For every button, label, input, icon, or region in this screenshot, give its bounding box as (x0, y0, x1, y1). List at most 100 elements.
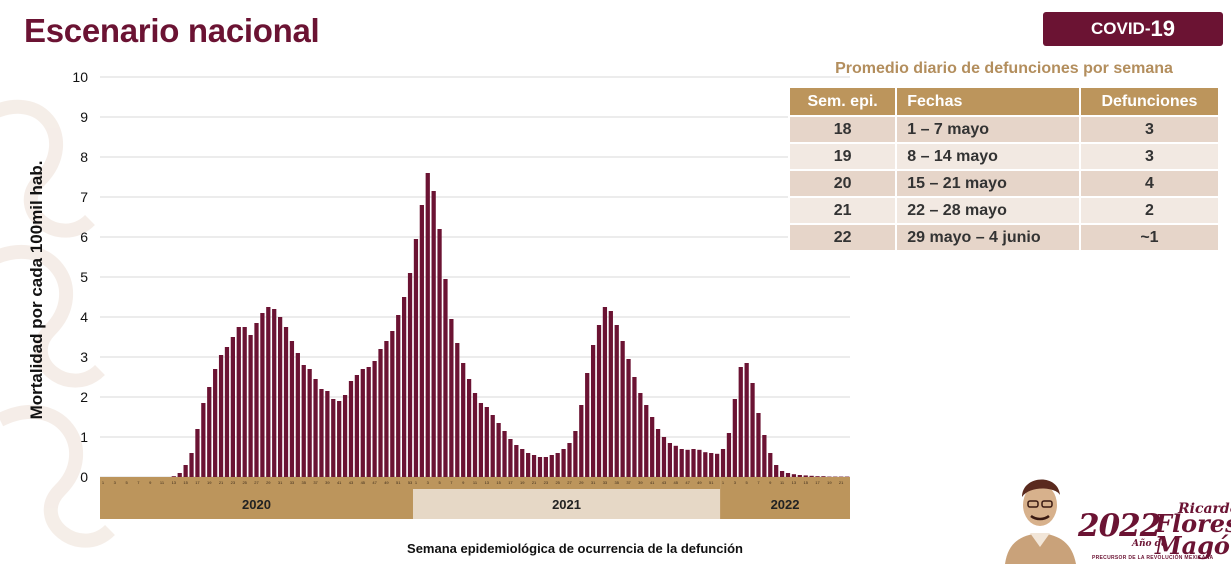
cell-dates: 29 mayo – 4 junio (895, 223, 1081, 252)
year-label: 2020 (242, 497, 271, 512)
bar (644, 405, 649, 477)
bar (797, 475, 802, 477)
bar (366, 367, 371, 477)
bar (372, 361, 377, 477)
x-tick-label: 27 (567, 480, 572, 485)
bar (207, 387, 212, 477)
x-tick-label: 43 (349, 480, 354, 485)
y-tick-label: 8 (80, 149, 88, 165)
covid-badge: COVID- 19 (1043, 12, 1223, 46)
bar (319, 389, 324, 477)
bar (360, 369, 365, 477)
y-tick-label: 1 (80, 429, 88, 445)
bar (254, 323, 259, 477)
bar (508, 439, 513, 477)
bar (260, 313, 265, 477)
bar (189, 453, 194, 477)
bar (661, 437, 667, 477)
header-dates: Fechas (895, 86, 1081, 117)
bar (218, 355, 224, 477)
x-tick-label: 13 (172, 480, 177, 485)
cell-dates: 22 – 28 mayo (895, 196, 1081, 225)
bar (673, 445, 678, 477)
bar (732, 399, 737, 477)
bar (791, 474, 797, 477)
x-tick-label: 51 (396, 480, 401, 485)
x-tick-label: 19 (207, 480, 212, 485)
x-tick-label: 41 (650, 480, 655, 485)
bar (502, 431, 507, 477)
x-tick-label: 13 (792, 480, 797, 485)
x-tick-label: 1 (102, 480, 105, 485)
y-tick-label: 5 (80, 269, 88, 285)
year-band (720, 489, 850, 519)
bar (195, 429, 200, 477)
x-tick-label: 37 (313, 480, 318, 485)
x-tick-label: 47 (372, 480, 377, 485)
x-tick-label: 17 (508, 480, 513, 485)
bar (774, 465, 779, 477)
week-strip (412, 477, 721, 489)
x-tick-label: 21 (839, 480, 844, 485)
year-band (412, 489, 721, 519)
bar (785, 473, 791, 477)
x-tick-label: 5 (438, 480, 441, 485)
bar (407, 273, 413, 477)
cell-week: 21 (787, 196, 898, 225)
bar (337, 401, 342, 477)
bar (437, 229, 442, 477)
bar (691, 449, 696, 477)
x-tick-label: 19 (520, 480, 525, 485)
bar (549, 455, 554, 477)
bar (449, 319, 454, 477)
x-tick-label: 11 (473, 480, 478, 485)
x-tick-label: 13 (485, 480, 490, 485)
y-tick-label: 3 (80, 349, 88, 365)
bar (384, 341, 389, 477)
bar (272, 309, 277, 477)
x-tick-label: 39 (325, 480, 330, 485)
bar (585, 373, 590, 477)
header-week: Sem. epi. (787, 86, 898, 117)
x-tick-label: 5 (125, 480, 128, 485)
bar (821, 476, 826, 477)
x-tick-label: 31 (591, 480, 596, 485)
x-tick-label: 51 (709, 480, 714, 485)
bar (803, 475, 808, 477)
bar (413, 239, 419, 477)
bar (348, 381, 354, 477)
x-tick-label: 41 (337, 480, 342, 485)
cell-week: 18 (787, 115, 898, 144)
bar (809, 475, 814, 477)
week-strip (720, 477, 850, 489)
bar (402, 297, 407, 477)
x-tick-label: 9 (769, 480, 772, 485)
x-tick-label: 33 (290, 480, 295, 485)
table-row: 18 1 – 7 mayo 3 (787, 115, 1221, 144)
cell-deaths: 3 (1078, 142, 1221, 171)
cell-dates: 8 – 14 mayo (895, 142, 1081, 171)
header-deaths: Defunciones (1078, 86, 1221, 117)
year-label: 2022 (771, 497, 800, 512)
bar (762, 435, 767, 477)
x-axis-label: Semana epidemiológica de ocurrencia de l… (407, 541, 743, 556)
cell-deaths: 4 (1078, 169, 1221, 198)
bar (461, 363, 466, 477)
bar (768, 453, 773, 477)
bar (248, 335, 253, 477)
bar (620, 341, 625, 477)
bar (614, 325, 619, 477)
bar (531, 455, 537, 477)
y-tick-label: 10 (72, 69, 88, 85)
bar (685, 449, 690, 477)
y-tick-label: 2 (80, 389, 88, 405)
x-tick-label: 45 (361, 480, 366, 485)
bar (443, 279, 448, 477)
bar (342, 395, 348, 477)
bar (354, 375, 360, 477)
bar (679, 449, 684, 477)
logo-subtitle: PRECURSOR DE LA REVOLUCIÓN MEXICANA (1092, 555, 1214, 561)
logo-last-names: FloresMagón (1155, 512, 1231, 558)
x-tick-label: 35 (302, 480, 307, 485)
